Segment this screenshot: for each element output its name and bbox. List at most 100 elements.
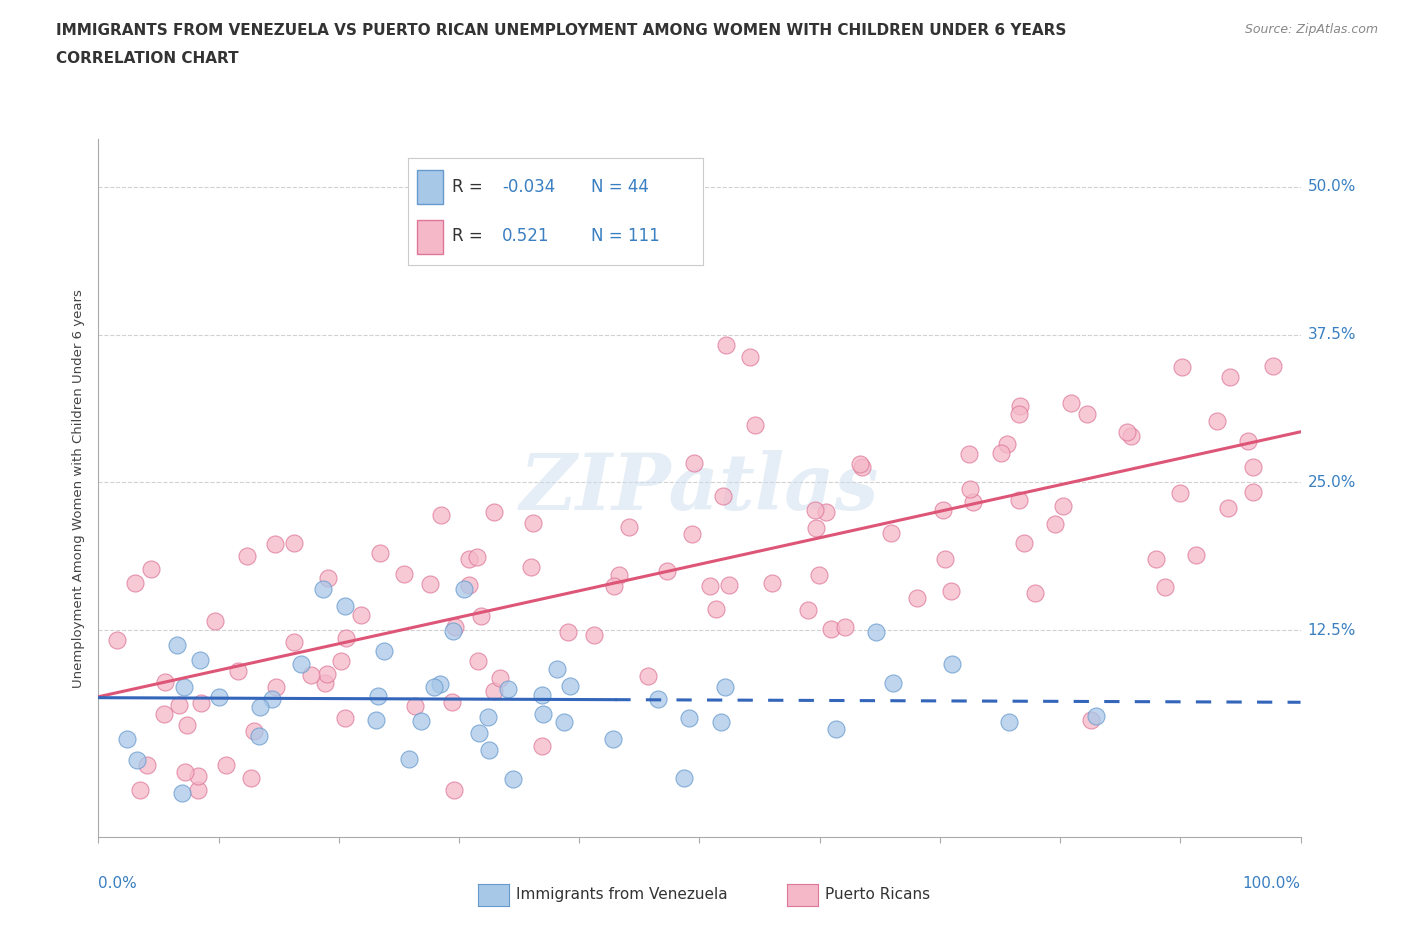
Point	[152, 707, 174, 722]
Point	[283, 634, 305, 649]
Point	[804, 502, 827, 517]
Point	[932, 503, 955, 518]
Point	[699, 578, 721, 593]
Point	[957, 446, 980, 461]
Point	[214, 758, 236, 773]
Point	[470, 609, 492, 624]
Point	[247, 728, 270, 743]
Text: -0.034: -0.034	[502, 178, 555, 196]
Point	[797, 603, 820, 618]
Point	[419, 577, 441, 591]
Point	[457, 578, 479, 592]
Text: 100.0%: 100.0%	[1243, 876, 1301, 891]
Point	[173, 680, 195, 695]
Point	[429, 677, 451, 692]
Point	[1010, 399, 1032, 414]
Point	[262, 692, 284, 707]
Point	[335, 631, 357, 645]
Point	[682, 456, 704, 471]
Point	[995, 436, 1018, 451]
Point	[226, 663, 249, 678]
Point	[1060, 395, 1083, 410]
Point	[1237, 433, 1260, 448]
Point	[824, 722, 846, 737]
Text: Source: ZipAtlas.com: Source: ZipAtlas.com	[1244, 23, 1378, 36]
Point	[314, 676, 336, 691]
Point	[519, 559, 541, 574]
Point	[849, 457, 872, 472]
Point	[1261, 358, 1284, 373]
Point	[312, 581, 335, 596]
Point	[637, 669, 659, 684]
Point	[392, 566, 415, 581]
Point	[1045, 516, 1067, 531]
Point	[1084, 709, 1107, 724]
Point	[117, 732, 139, 747]
Point	[678, 711, 700, 725]
Point	[882, 675, 904, 690]
Point	[934, 551, 956, 566]
Point	[711, 488, 734, 503]
Text: N = 44: N = 44	[591, 178, 648, 196]
Point	[1241, 460, 1264, 475]
Point	[482, 684, 505, 698]
Point	[176, 718, 198, 733]
Point	[997, 714, 1019, 729]
Bar	[416, 220, 443, 255]
Point	[453, 581, 475, 596]
Point	[482, 505, 505, 520]
Point	[617, 519, 640, 534]
Point	[124, 575, 146, 590]
Point	[316, 570, 339, 585]
Point	[717, 578, 740, 592]
Point	[546, 662, 568, 677]
Point	[655, 564, 678, 578]
Point	[188, 652, 211, 667]
Bar	[416, 170, 443, 204]
Text: CORRELATION CHART: CORRELATION CHART	[56, 51, 239, 66]
Point	[761, 575, 783, 590]
Point	[744, 418, 766, 432]
Point	[364, 712, 387, 727]
Point	[681, 526, 703, 541]
Point	[125, 753, 148, 768]
Point	[368, 546, 391, 561]
Point	[478, 743, 501, 758]
Point	[249, 699, 271, 714]
Point	[440, 695, 463, 710]
Point	[240, 771, 263, 786]
Point	[236, 549, 259, 564]
Point	[1008, 406, 1031, 421]
Point	[602, 732, 624, 747]
Point	[299, 667, 322, 682]
Point	[557, 625, 579, 640]
Point	[489, 671, 512, 685]
Y-axis label: Unemployment Among Women with Children Under 6 years: Unemployment Among Women with Children U…	[72, 289, 86, 687]
Point	[673, 771, 696, 786]
Point	[1153, 579, 1175, 594]
Point	[204, 614, 226, 629]
Point	[1080, 712, 1102, 727]
Point	[1168, 485, 1191, 500]
Point	[187, 769, 209, 784]
Point	[905, 591, 928, 605]
Point	[804, 521, 827, 536]
Text: Puerto Ricans: Puerto Ricans	[825, 887, 931, 902]
Point	[208, 690, 231, 705]
Point	[129, 782, 152, 797]
Point	[714, 679, 737, 694]
Point	[330, 653, 353, 668]
Point	[959, 481, 981, 496]
Text: 37.5%: 37.5%	[1308, 327, 1355, 342]
Point	[333, 711, 356, 726]
Point	[349, 607, 371, 622]
Point	[139, 561, 162, 576]
Point	[522, 515, 544, 530]
Point	[1170, 359, 1192, 374]
Point	[1052, 498, 1074, 513]
Point	[815, 505, 838, 520]
Text: R =: R =	[453, 227, 482, 246]
Point	[1012, 536, 1035, 551]
Point	[423, 680, 446, 695]
Point	[738, 350, 761, 365]
